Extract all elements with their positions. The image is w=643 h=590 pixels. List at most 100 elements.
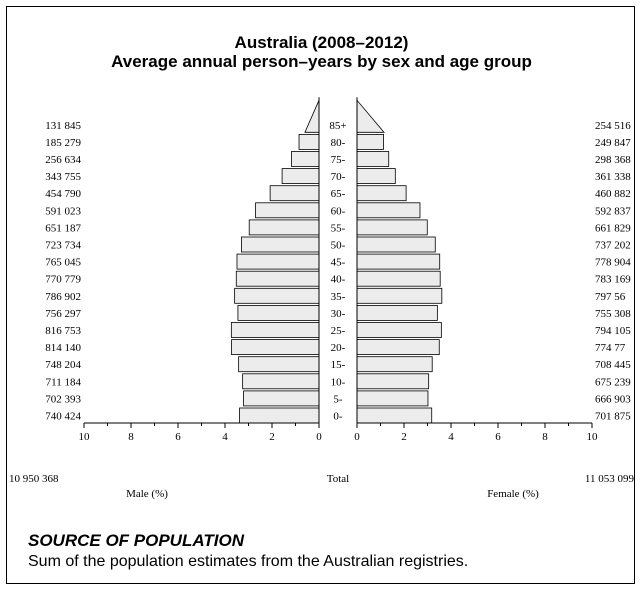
- male-count-label: 756 297: [45, 308, 81, 320]
- male-bar: [282, 169, 319, 184]
- female-bar: [357, 186, 406, 201]
- male-x-tick-label: 8: [128, 431, 134, 443]
- female-bar: [357, 220, 427, 235]
- male-count-label: 765 045: [45, 257, 81, 269]
- age-group-label: 85+: [329, 120, 346, 132]
- male-count-label: 702 393: [45, 393, 81, 405]
- age-group-label: 60-: [331, 205, 346, 217]
- female-bar: [357, 254, 440, 269]
- age-group-label: 75-: [331, 154, 346, 166]
- female-x-tick-label: 10: [587, 431, 599, 443]
- source-heading: SOURCE OF POPULATION: [28, 531, 244, 551]
- female-count-label: 592 837: [595, 205, 631, 217]
- male-count-label: 185 279: [45, 137, 81, 149]
- female-bar: [357, 169, 395, 184]
- female-count-label: 701 875: [595, 411, 631, 423]
- male-bar: [237, 254, 319, 269]
- male-count-label: 740 424: [45, 411, 81, 423]
- age-group-label: 65-: [331, 188, 346, 200]
- age-group-label: 20-: [331, 342, 346, 354]
- male-bar: [232, 340, 319, 355]
- male-axis-title: Male (%): [126, 488, 168, 500]
- female-axis-title: Female (%): [487, 488, 539, 500]
- male-count-label: 748 204: [45, 359, 81, 371]
- female-bar: [357, 237, 435, 252]
- female-bar: [357, 288, 442, 303]
- age-group-label: 0-: [333, 411, 343, 423]
- age-group-label: 70-: [331, 171, 346, 183]
- male-count-label: 786 902: [45, 291, 81, 303]
- male-bar: [299, 134, 319, 149]
- age-group-label: 40-: [331, 274, 346, 286]
- female-bar: [357, 152, 389, 167]
- female-x-tick-label: 0: [354, 431, 360, 443]
- female-bar: [357, 408, 432, 423]
- female-count-label: 298 368: [595, 154, 631, 166]
- age-group-label: 5-: [333, 393, 343, 405]
- female-count-label: 675 239: [595, 376, 631, 388]
- female-bar: [357, 271, 440, 286]
- male-count-label: 591 023: [45, 205, 81, 217]
- male-count-label: 256 634: [45, 154, 81, 166]
- male-bar: [241, 237, 319, 252]
- female-bar: [357, 323, 441, 338]
- female-bar: [357, 391, 428, 406]
- male-bar: [243, 374, 319, 389]
- female-bar: [357, 100, 384, 132]
- female-x-tick-label: 6: [495, 431, 501, 443]
- female-total: 11 053 099: [585, 473, 635, 485]
- female-count-label: 755 308: [595, 308, 631, 320]
- total-label: Total: [327, 473, 349, 485]
- female-count-label: 778 904: [595, 257, 631, 269]
- male-count-label: 343 755: [45, 171, 81, 183]
- age-group-label: 45-: [331, 257, 346, 269]
- female-bar: [357, 340, 439, 355]
- female-count-label: 708 445: [595, 359, 631, 371]
- male-x-tick-label: 6: [175, 431, 181, 443]
- chart-frame: Australia (2008–2012) Average annual per…: [6, 6, 635, 584]
- male-count-label: 454 790: [45, 188, 81, 200]
- male-count-label: 770 779: [45, 274, 81, 286]
- male-count-label: 816 753: [45, 325, 81, 337]
- male-count-label: 814 140: [45, 342, 81, 354]
- male-bar: [240, 408, 319, 423]
- male-bar: [249, 220, 319, 235]
- age-group-label: 50-: [331, 240, 346, 252]
- female-count-label: 774 77: [595, 342, 626, 354]
- female-bar: [357, 374, 429, 389]
- male-bar: [239, 357, 319, 372]
- age-group-label: 55-: [331, 222, 346, 234]
- male-bar: [292, 152, 319, 167]
- male-x-tick-label: 2: [269, 431, 275, 443]
- male-count-label: 723 734: [45, 240, 81, 252]
- female-count-label: 460 882: [595, 188, 631, 200]
- female-count-label: 783 169: [595, 274, 631, 286]
- female-count-label: 661 829: [595, 222, 631, 234]
- female-x-tick-label: 8: [542, 431, 548, 443]
- male-bar: [231, 323, 319, 338]
- male-bar: [270, 186, 319, 201]
- male-bar: [244, 391, 319, 406]
- male-count-label: 711 184: [46, 376, 82, 388]
- male-count-label: 131 845: [45, 120, 81, 132]
- male-bar: [238, 305, 319, 320]
- male-bar: [236, 271, 319, 286]
- male-x-tick-label: 0: [316, 431, 322, 443]
- male-count-label: 651 187: [45, 222, 81, 234]
- male-x-tick-label: 4: [222, 431, 228, 443]
- female-count-label: 794 105: [595, 325, 631, 337]
- age-group-label: 25-: [331, 325, 346, 337]
- female-count-label: 797 56: [595, 291, 626, 303]
- female-bar: [357, 357, 432, 372]
- age-group-label: 80-: [331, 137, 346, 149]
- population-pyramid: 0- 740 424 701 875 5- 702 393 666 903 10- 711 1…: [7, 7, 635, 527]
- female-count-label: 666 903: [595, 393, 631, 405]
- female-count-label: 737 202: [595, 240, 631, 252]
- male-total: 10 950 368: [9, 473, 59, 485]
- female-bar: [357, 203, 420, 218]
- male-bar: [256, 203, 319, 218]
- age-group-label: 10-: [331, 376, 346, 388]
- female-count-label: 249 847: [595, 137, 631, 149]
- female-count-label: 361 338: [595, 171, 631, 183]
- male-bar: [305, 100, 319, 132]
